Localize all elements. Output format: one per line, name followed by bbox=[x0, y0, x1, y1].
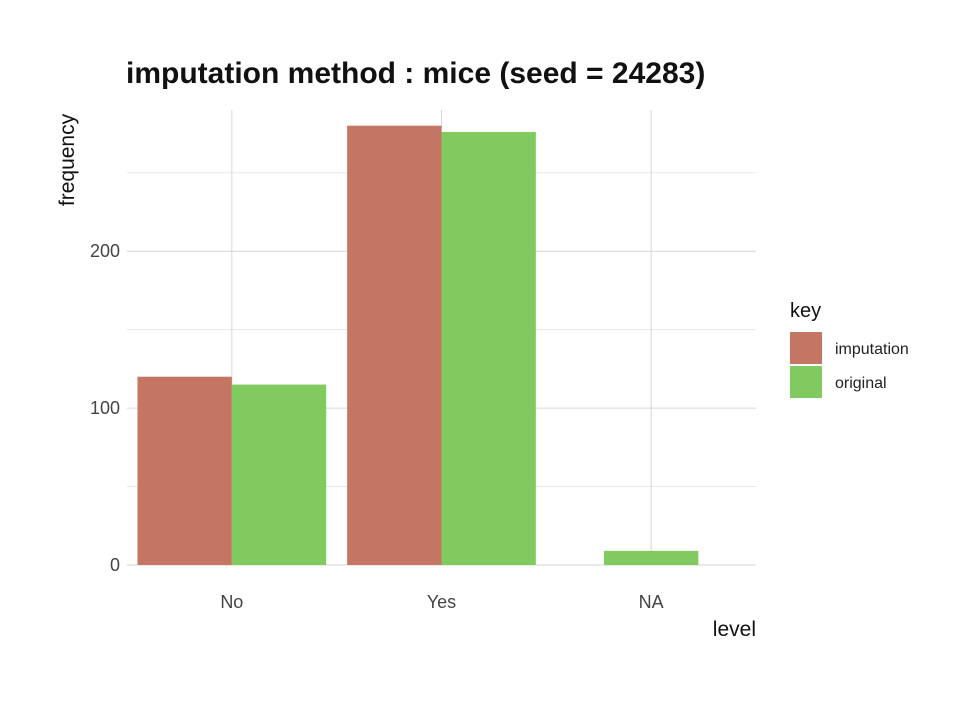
legend-title: key bbox=[790, 300, 821, 322]
y-tick-label: 100 bbox=[90, 398, 120, 418]
legend-swatch-imputation bbox=[790, 332, 822, 364]
y-tick-label: 0 bbox=[110, 555, 120, 575]
bars bbox=[137, 125, 699, 566]
y-axis-title: frequency bbox=[56, 113, 79, 206]
legend: key imputation original bbox=[790, 300, 909, 398]
legend-label-imputation: imputation bbox=[835, 341, 909, 358]
bar-original-na bbox=[603, 550, 699, 565]
y-axis-ticks: 0 100 200 bbox=[90, 241, 120, 575]
legend-label-original: original bbox=[835, 375, 887, 392]
bar-imputation-yes bbox=[347, 125, 442, 566]
x-tick-label: Yes bbox=[427, 592, 456, 612]
y-tick-label: 200 bbox=[90, 241, 120, 261]
bar-imputation-no bbox=[137, 376, 232, 565]
bar-original-no bbox=[231, 384, 327, 565]
legend-swatch-original bbox=[790, 366, 822, 398]
chart-title: imputation method : mice (seed = 24283) bbox=[126, 57, 705, 90]
x-axis-ticks: No Yes NA bbox=[220, 592, 663, 612]
x-tick-label: No bbox=[220, 592, 243, 612]
x-tick-label: NA bbox=[639, 592, 664, 612]
x-axis-title: level bbox=[713, 618, 756, 641]
bar-original-yes bbox=[441, 131, 536, 565]
